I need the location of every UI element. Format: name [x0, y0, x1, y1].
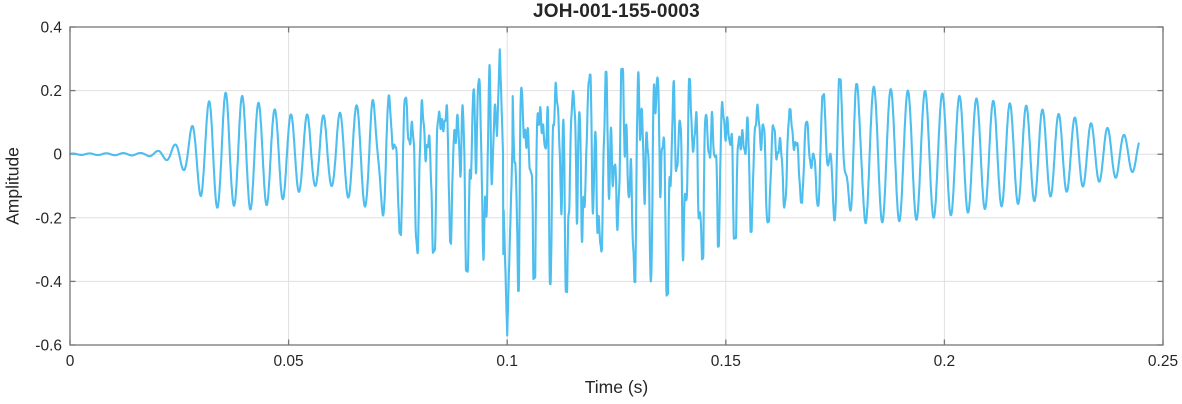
plot-title: JOH-001-155-0003	[533, 1, 700, 22]
x-tick-label: 0.05	[274, 353, 304, 370]
y-tick-label: 0	[53, 147, 62, 164]
x-axis-label: Time (s)	[584, 377, 649, 397]
x-tick-label: 0.15	[711, 353, 741, 370]
plot-border	[69, 26, 1164, 346]
waveform-path	[68, 48, 1140, 337]
x-tick-label: 0.25	[1148, 353, 1178, 370]
y-tick-label: -0.6	[35, 338, 62, 355]
x-tick-label: 0	[66, 353, 75, 370]
x-tick-label: 0.2	[934, 353, 956, 370]
y-tick-label: 0.4	[40, 20, 62, 37]
y-tick-label: -0.2	[35, 210, 62, 227]
y-tick-label: 0.2	[40, 83, 62, 100]
y-tick-label: -0.4	[35, 274, 62, 291]
x-tick-label: 0.1	[496, 353, 518, 370]
